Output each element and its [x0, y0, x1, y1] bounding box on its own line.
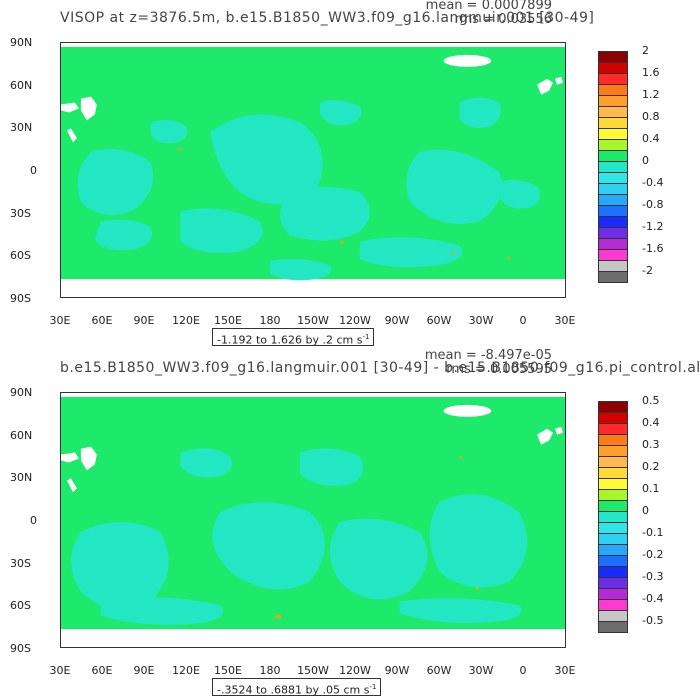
land-mask-greenland: [443, 404, 492, 417]
colorbar-label: -1.6: [642, 242, 664, 255]
land-mask-antarctica: [61, 629, 565, 647]
colorbar-swatch: [598, 621, 628, 633]
colorbar-swatch: [598, 271, 628, 283]
lat-tick-0: 0: [30, 514, 37, 527]
lat-tick-90n: 90N: [10, 36, 33, 49]
land-mask-arctic: [61, 43, 565, 47]
panel-title: VISOP at z=3876.5m, b.e15.B1850_WW3.f09_…: [60, 10, 595, 26]
lon-tick: 30E: [554, 314, 576, 327]
land-mask-west: [61, 102, 79, 113]
colorbar-label: 1.2: [642, 88, 660, 101]
colorbar-label: -0.8: [642, 198, 664, 211]
colorbar: [598, 51, 628, 283]
colorbar-label: 0: [642, 154, 649, 167]
colorbar-label: -0.2: [642, 548, 664, 561]
colorbar-label: 0: [642, 504, 649, 517]
lon-tick: 0: [519, 664, 527, 677]
lon-tick: 30W: [468, 314, 494, 327]
map-plot: [60, 42, 566, 298]
map-panel-2: b.e15.B1850_WW3.f09_g16.langmuir.001 [30…: [0, 348, 700, 700]
lat-tick-30s: 30S: [10, 207, 31, 220]
lat-tick-30n: 30N: [10, 121, 33, 134]
colorbar-label: -0.4: [642, 592, 664, 605]
positive-anomaly-specks: [178, 148, 511, 260]
colorbar-label: -0.1: [642, 526, 664, 539]
colorbar-label: 2: [642, 44, 649, 57]
lat-tick-90s: 90S: [10, 642, 31, 655]
lon-tick: 90W: [384, 314, 410, 327]
map-panel-1: VISOP at z=3876.5m, b.e15.B1850_WW3.f09_…: [10, 0, 664, 347]
lat-tick-90s: 90S: [10, 292, 31, 305]
lon-tick: 30E: [49, 314, 71, 327]
lon-tick: 90E: [133, 664, 155, 677]
lon-tick: 60W: [426, 314, 452, 327]
rms-label: rms = 0.005595: [446, 362, 552, 377]
lat-tick-60s: 60S: [10, 599, 31, 612]
lat-tick-60s: 60S: [10, 249, 31, 262]
land-mask-arctic: [61, 393, 565, 397]
lon-tick: 30E: [554, 664, 576, 677]
colorbar-label: 1.6: [642, 66, 660, 79]
negative-anomaly-patches: [70, 448, 528, 625]
lat-tick-60n: 60N: [10, 79, 33, 92]
colorbar-label: 0.3: [642, 438, 660, 451]
colorbar-label: -0.3: [642, 570, 664, 583]
lon-tick: 90E: [133, 314, 155, 327]
mean-label: mean = 0.0007899: [425, 0, 552, 13]
lon-tick: 30W: [468, 664, 494, 677]
land-mask-west: [61, 452, 79, 463]
land-mask-europe: [537, 78, 554, 95]
land-mask-antarctica: [61, 279, 565, 297]
mean-label: mean = -8.497e-05: [424, 348, 552, 363]
lon-tick: 120E: [172, 664, 200, 677]
colorbar: [598, 401, 628, 633]
colorbar-label: -1.2: [642, 220, 664, 233]
colorbar-label: 0.4: [642, 416, 660, 429]
negative-anomaly-patches: [77, 97, 540, 281]
lon-tick: 120E: [172, 314, 200, 327]
lat-tick-0: 0: [30, 164, 37, 177]
lon-tick: 150E: [214, 664, 242, 677]
lat-tick-30s: 30S: [10, 557, 31, 570]
lat-tick-30n: 30N: [10, 471, 33, 484]
lon-tick: 150W: [297, 314, 329, 327]
lon-tick: 120W: [339, 664, 371, 677]
panel-title: b.e15.B1850_WW3.f09_g16.langmuir.001 [30…: [60, 360, 700, 376]
colorbar-label: 0.1: [642, 482, 660, 495]
lon-tick: 0: [519, 314, 527, 327]
lat-tick-90n: 90N: [10, 386, 33, 399]
colorbar-label: -0.4: [642, 176, 664, 189]
land-mask-europe: [537, 428, 554, 445]
colorbar-label: 0.4: [642, 132, 660, 145]
lon-tick: 180: [259, 664, 281, 677]
lon-tick: 150E: [214, 314, 242, 327]
lon-tick: 180: [259, 314, 281, 327]
colorbar-label: 0.2: [642, 460, 660, 473]
contour-range-label: -.3524 to .6881 by .05 cm s-1: [212, 678, 382, 697]
lon-tick: 60E: [91, 314, 113, 327]
lon-tick: 60W: [426, 664, 452, 677]
contour-range-label: -1.192 to 1.626 by .2 cm s-1: [212, 328, 375, 347]
rms-label: rms = 0.03556: [454, 12, 552, 27]
land-mask-greenland: [443, 54, 492, 67]
colorbar-label: 0.5: [642, 394, 660, 407]
colorbar-label: -0.5: [642, 614, 664, 627]
colorbar-label: 0.8: [642, 110, 660, 123]
lon-tick: 120W: [339, 314, 371, 327]
lon-tick: 60E: [91, 664, 113, 677]
lon-tick: 90W: [384, 664, 410, 677]
colorbar-label: -2: [642, 264, 653, 277]
lon-tick: 30E: [49, 664, 71, 677]
positive-anomaly-specks: [275, 456, 479, 619]
map-plot: [60, 392, 566, 648]
lat-tick-60n: 60N: [10, 429, 33, 442]
lon-tick: 150W: [297, 664, 329, 677]
